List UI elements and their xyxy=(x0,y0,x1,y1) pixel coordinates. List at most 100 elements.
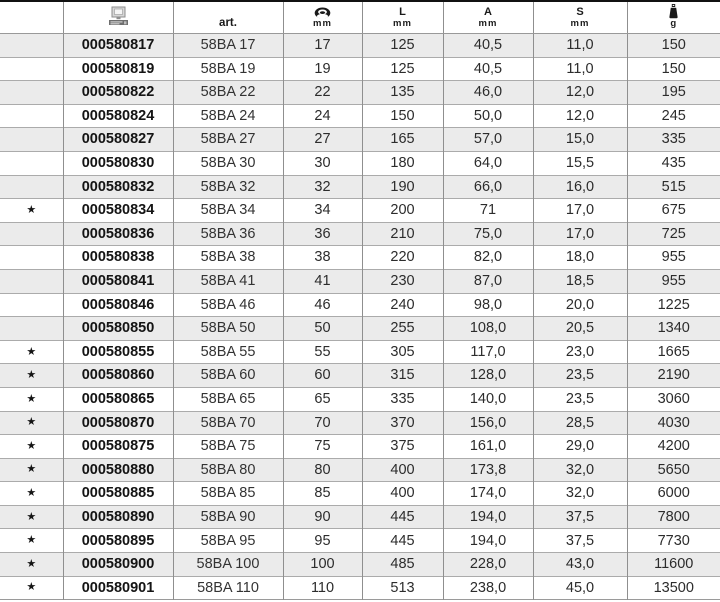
cell-edp-number: 000580855 xyxy=(62,339,173,364)
col-header-weight: g xyxy=(626,1,720,34)
cell-edp-number: 000580846 xyxy=(62,292,173,317)
cell-diameter-mm: 60 xyxy=(282,363,362,388)
cell-length-mm: 375 xyxy=(361,434,443,459)
cell-favorite-star: ★ xyxy=(0,434,63,459)
cell-art-designation: 58BA 46 xyxy=(172,292,283,317)
col-header-art: art. xyxy=(172,1,283,34)
cell-a-dim-mm: 75,0 xyxy=(442,221,533,246)
cell-edp-number: 000580830 xyxy=(62,150,173,176)
cell-favorite-star: ★ xyxy=(0,575,63,600)
cell-length-mm: 220 xyxy=(361,245,443,270)
cell-s-dim-mm: 16,0 xyxy=(532,174,627,199)
cell-weight-g: 3060 xyxy=(626,386,720,411)
cell-s-dim-mm: 32,0 xyxy=(532,457,627,482)
table-row: ★ 000580901 58BA 110 110 513 238,0 45,0 13500 xyxy=(0,575,720,600)
cell-a-dim-mm: 140,0 xyxy=(442,386,533,411)
cell-a-dim-mm: 87,0 xyxy=(442,268,533,294)
cell-length-mm: 445 xyxy=(361,504,443,529)
cell-art-designation: 58BA 24 xyxy=(172,103,283,128)
cell-favorite-star xyxy=(0,56,63,81)
cell-weight-g: 13500 xyxy=(626,575,720,600)
cell-weight-g: 11600 xyxy=(626,552,720,577)
cell-weight-g: 335 xyxy=(626,127,720,152)
cell-diameter-mm: 55 xyxy=(282,339,362,364)
col-header-a-dim: A mm xyxy=(442,1,533,34)
cell-length-mm: 190 xyxy=(361,174,443,199)
cell-a-dim-mm: 156,0 xyxy=(442,410,533,435)
cell-s-dim-mm: 37,5 xyxy=(532,528,627,553)
cell-s-dim-mm: 17,0 xyxy=(532,221,627,246)
cell-edp-number: 000580890 xyxy=(62,504,173,529)
weight-unit: g xyxy=(670,18,678,30)
table-row: 000580841 58BA 41 41 230 87,0 18,5 955 xyxy=(0,268,720,294)
table-row: ★ 000580860 58BA 60 60 315 128,0 23,5 2190 xyxy=(0,363,720,388)
cell-s-dim-mm: 20,0 xyxy=(532,292,627,317)
table-row: 000580824 58BA 24 24 150 50,0 12,0 245 xyxy=(0,103,720,128)
cell-edp-number: 000580819 xyxy=(62,56,173,81)
cell-edp-number: 000580817 xyxy=(62,33,173,58)
cell-edp-number: 000580880 xyxy=(62,457,173,482)
cell-art-designation: 58BA 34 xyxy=(172,198,283,223)
table-row: ★ 000580875 58BA 75 75 375 161,0 29,0 4200 xyxy=(0,434,720,459)
cell-weight-g: 195 xyxy=(626,80,720,105)
cell-length-mm: 485 xyxy=(361,552,443,577)
cell-favorite-star xyxy=(0,268,63,294)
cell-diameter-mm: 70 xyxy=(282,410,362,435)
cell-favorite-star xyxy=(0,316,63,341)
a-dim-label: A xyxy=(484,6,492,19)
cell-edp-number: 000580834 xyxy=(62,198,173,223)
cell-s-dim-mm: 32,0 xyxy=(532,481,627,506)
cell-favorite-star xyxy=(0,292,63,317)
cell-s-dim-mm: 20,5 xyxy=(532,316,627,341)
cell-art-designation: 58BA 90 xyxy=(172,504,283,529)
table-row: ★ 000580834 58BA 34 34 200 71 17,0 675 xyxy=(0,198,720,223)
cell-favorite-star: ★ xyxy=(0,552,63,577)
cell-weight-g: 7730 xyxy=(626,528,720,553)
table-body: 000580817 58BA 17 17 125 40,5 11,0 150 00058081… xyxy=(0,33,720,600)
cell-a-dim-mm: 40,5 xyxy=(442,33,533,58)
cell-diameter-mm: 46 xyxy=(282,292,362,317)
cell-length-mm: 305 xyxy=(361,339,443,364)
cell-a-dim-mm: 98,0 xyxy=(442,292,533,317)
cell-s-dim-mm: 18,5 xyxy=(532,268,627,294)
cell-weight-g: 245 xyxy=(626,103,720,128)
cell-edp-number: 000580875 xyxy=(62,434,173,459)
cell-s-dim-mm: 11,0 xyxy=(532,33,627,58)
cell-length-mm: 150 xyxy=(361,103,443,128)
cell-weight-g: 955 xyxy=(626,245,720,270)
cell-favorite-star: ★ xyxy=(0,504,63,529)
cell-weight-g: 435 xyxy=(626,150,720,176)
cell-weight-g: 2190 xyxy=(626,363,720,388)
cell-a-dim-mm: 66,0 xyxy=(442,174,533,199)
cell-favorite-star xyxy=(0,245,63,270)
cell-art-designation: 58BA 22 xyxy=(172,80,283,105)
cell-edp-number: 000580832 xyxy=(62,174,173,199)
cell-favorite-star: ★ xyxy=(0,481,63,506)
cell-weight-g: 4200 xyxy=(626,434,720,459)
table-row: 000580819 58BA 19 19 125 40,5 11,0 150 xyxy=(0,56,720,81)
cell-length-mm: 400 xyxy=(361,457,443,482)
cell-edp-number: 000580824 xyxy=(62,103,173,128)
cell-weight-g: 7800 xyxy=(626,504,720,529)
cell-diameter-mm: 110 xyxy=(282,575,362,600)
cell-weight-g: 150 xyxy=(626,56,720,81)
cell-diameter-mm: 41 xyxy=(282,268,362,294)
col-header-s-dim: S mm xyxy=(532,1,627,34)
cell-weight-g: 675 xyxy=(626,198,720,223)
cell-length-mm: 315 xyxy=(361,363,443,388)
cell-edp-number: 000580841 xyxy=(62,268,173,294)
cell-favorite-star xyxy=(0,174,63,199)
cell-favorite-star: ★ xyxy=(0,386,63,411)
cell-s-dim-mm: 18,0 xyxy=(532,245,627,270)
cell-length-mm: 165 xyxy=(361,127,443,152)
cell-favorite-star xyxy=(0,221,63,246)
cell-a-dim-mm: 238,0 xyxy=(442,575,533,600)
col-header-length: L mm xyxy=(361,1,443,34)
table-row: ★ 000580895 58BA 95 95 445 194,0 37,5 7730 xyxy=(0,528,720,553)
cell-diameter-mm: 24 xyxy=(282,103,362,128)
table-row: ★ 000580880 58BA 80 80 400 173,8 32,0 5650 xyxy=(0,457,720,482)
cell-weight-g: 6000 xyxy=(626,481,720,506)
cell-favorite-star: ★ xyxy=(0,457,63,482)
table-row: 000580832 58BA 32 32 190 66,0 16,0 515 xyxy=(0,174,720,199)
